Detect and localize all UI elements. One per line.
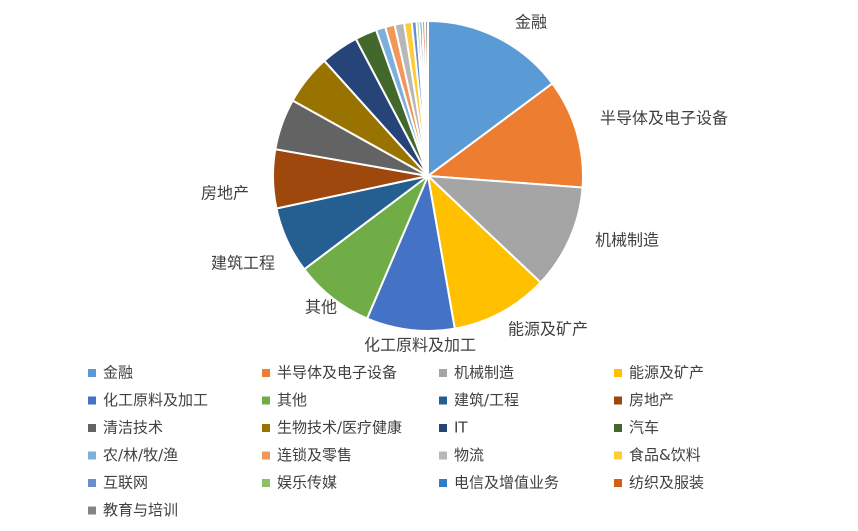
legend-swatch — [614, 369, 622, 377]
legend-item: 金融 — [88, 364, 133, 382]
legend-label: 化工原料及加工 — [103, 391, 208, 409]
legend-item: 电信及增值业务 — [439, 474, 559, 492]
legend-swatch — [262, 424, 270, 432]
legend-swatch — [614, 424, 622, 432]
legend-item: 纺织及服装 — [614, 474, 704, 492]
legend-label: 能源及矿产 — [629, 364, 704, 382]
pie-slice — [425, 174, 584, 284]
legend-label: 汽车 — [629, 419, 659, 437]
legend-swatch — [262, 479, 270, 487]
legend-label: 教育与培训 — [103, 501, 178, 519]
legend-swatch — [88, 479, 96, 487]
legend-item: 教育与培训 — [88, 501, 178, 519]
legend-item: 能源及矿产 — [614, 364, 704, 382]
legend-swatch — [614, 451, 622, 460]
legend-item: 机械制造 — [439, 364, 514, 382]
legend-item: 清洁技术 — [88, 419, 163, 437]
legend-label: 物流 — [454, 446, 484, 464]
legend-label: IT — [454, 419, 468, 437]
slice-data-label: 金融 — [515, 13, 547, 32]
legend-label: 房地产 — [629, 391, 674, 409]
legend-item: 化工原料及加工 — [88, 391, 208, 409]
legend-label: 清洁技术 — [103, 419, 163, 437]
legend-swatch — [439, 396, 447, 405]
legend-label: 半导体及电子设备 — [277, 364, 397, 382]
legend-swatch — [439, 451, 447, 460]
pie-slice — [424, 19, 429, 177]
legend-label: 金融 — [103, 364, 133, 382]
legend-swatch — [439, 424, 447, 432]
slice-data-label: 其他 — [305, 298, 337, 317]
legend-item: 物流 — [439, 446, 484, 464]
pie-slices — [272, 19, 584, 332]
legend-label: 农/林/牧/渔 — [103, 446, 178, 464]
slice-data-label: 化工原料及加工 — [364, 336, 476, 355]
pie-slice — [427, 19, 554, 178]
legend-swatch — [262, 369, 270, 377]
legend-swatch — [262, 396, 270, 405]
legend-swatch — [439, 479, 447, 487]
legend-swatch — [614, 479, 622, 487]
legend-swatch — [88, 424, 96, 432]
legend-label: 其他 — [277, 391, 307, 409]
legend-item: 食品&饮料 — [614, 446, 701, 464]
legend-label: 娱乐传媒 — [277, 474, 337, 492]
slice-data-label: 半导体及电子设备 — [600, 109, 728, 128]
legend-label: 互联网 — [103, 474, 148, 492]
legend-label: 电信及增值业务 — [454, 474, 559, 492]
slice-data-label: 建筑工程 — [211, 254, 275, 273]
legend-label: 食品&饮料 — [629, 446, 701, 464]
legend-label: 机械制造 — [454, 364, 514, 382]
slice-data-label: 房地产 — [201, 184, 249, 203]
legend-item: 连锁及零售 — [262, 446, 352, 464]
slice-data-label: 能源及矿产 — [508, 320, 588, 339]
legend-swatch — [88, 396, 96, 405]
pie-slice — [425, 82, 584, 189]
legend-label: 生物技术/医疗健康 — [277, 419, 402, 437]
slice-data-label: 机械制造 — [595, 231, 659, 250]
legend-item: 娱乐传媒 — [262, 474, 337, 492]
legend-item: 建筑/工程 — [439, 391, 519, 409]
legend-item: 互联网 — [88, 474, 148, 492]
legend-label: 建筑/工程 — [454, 391, 519, 409]
legend-item: IT — [439, 419, 468, 437]
legend-label: 纺织及服装 — [629, 474, 704, 492]
legend-item: 房地产 — [614, 391, 674, 409]
legend-swatch — [88, 451, 96, 460]
legend-item: 生物技术/医疗健康 — [262, 419, 402, 437]
legend-swatch — [439, 369, 447, 377]
legend-swatch — [88, 369, 96, 377]
legend-item: 半导体及电子设备 — [262, 364, 397, 382]
legend-swatch — [88, 506, 96, 515]
legend-swatch — [614, 396, 622, 405]
legend-item: 汽车 — [614, 419, 659, 437]
legend-item: 其他 — [262, 391, 307, 409]
legend-swatch — [262, 451, 270, 460]
legend-label: 连锁及零售 — [277, 446, 352, 464]
pie-slice — [365, 172, 456, 332]
pie-slice — [426, 173, 543, 330]
legend-item: 农/林/牧/渔 — [88, 446, 178, 464]
